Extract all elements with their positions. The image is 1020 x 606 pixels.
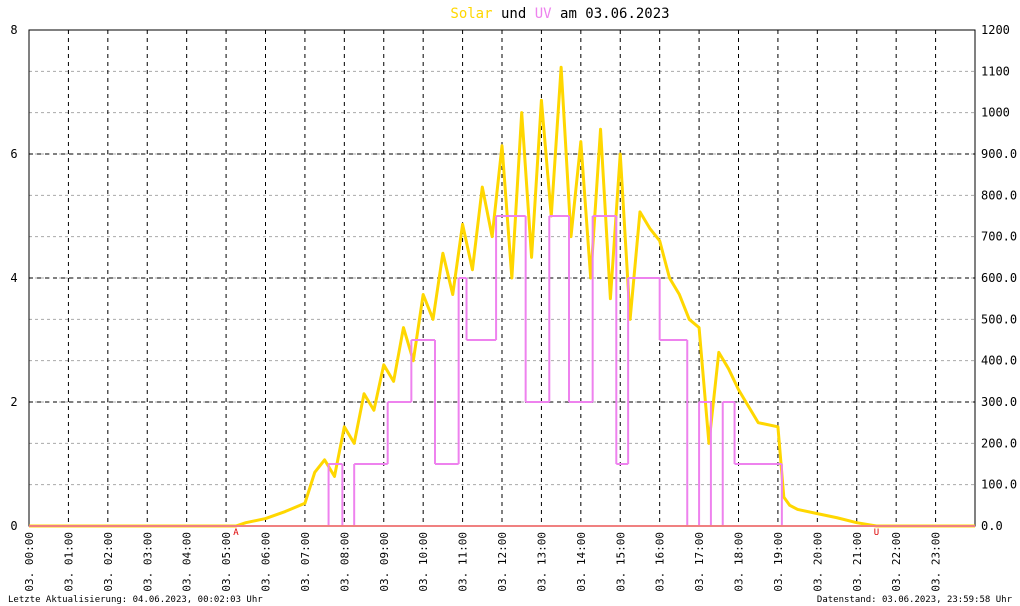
y-tick-label: 8 xyxy=(10,23,17,37)
y2-tick-label: 700.0 xyxy=(981,230,1017,244)
x-tick-label: 03. 15:00 xyxy=(614,532,627,592)
x-tick-label: 03. 18:00 xyxy=(733,532,746,592)
x-tick-label: 03. 09:00 xyxy=(378,532,391,592)
y2-tick-label: 600.0 xyxy=(981,271,1017,285)
x-tick-label: 03. 05:00 xyxy=(220,532,233,592)
x-tick-label: 03. 04:00 xyxy=(181,532,194,592)
x-tick-label: 03. 02:00 xyxy=(102,532,115,592)
y-tick-label: 2 xyxy=(10,395,17,409)
y2-tick-label: 300.0 xyxy=(981,395,1017,409)
footer-right: Datenstand: 03.06.2023, 23:59:58 Uhr xyxy=(817,595,1013,605)
x-tick-label: 03. 22:00 xyxy=(890,532,903,592)
y-tick-label: 6 xyxy=(10,147,17,161)
y2-tick-label: 900.0 xyxy=(981,147,1017,161)
chart-title: Solar und UV am 03.06.2023 xyxy=(450,6,669,22)
y2-tick-label: 500.0 xyxy=(981,312,1017,326)
x-tick-label: 03. 23:00 xyxy=(930,532,943,592)
y2-tick-label: 1200 xyxy=(981,23,1010,37)
sun-marker: U xyxy=(874,528,879,538)
title-suffix: am 03.06.2023 xyxy=(560,6,670,22)
x-tick-label: 03. 06:00 xyxy=(260,532,273,592)
title-uv: UV xyxy=(535,6,552,22)
x-tick-label: 03. 16:00 xyxy=(654,532,667,592)
x-tick-label: 03. 17:00 xyxy=(693,532,706,592)
x-tick-label: 03. 20:00 xyxy=(811,532,824,592)
y-tick-label: 4 xyxy=(10,271,17,285)
y2-tick-label: 400.0 xyxy=(981,354,1017,368)
title-join: und xyxy=(501,6,526,22)
solar-line xyxy=(29,65,975,528)
x-tick-label: 03. 19:00 xyxy=(772,532,785,592)
y2-tick-label: 100.0 xyxy=(981,478,1017,492)
y2-tick-label: 0.0 xyxy=(981,519,1003,533)
y2-tick-label: 1100 xyxy=(981,64,1010,78)
x-tick-label: 03. 00:00 xyxy=(23,532,36,592)
y2-tick-label: 1000 xyxy=(981,106,1010,120)
x-tick-label: 03. 10:00 xyxy=(417,532,430,592)
x-tick-label: 03. 21:00 xyxy=(851,532,864,592)
title-solar: Solar xyxy=(450,6,492,22)
x-tick-label: 03. 14:00 xyxy=(575,532,588,592)
footer-left: Letzte Aktualisierung: 04.06.2023, 00:02… xyxy=(8,595,263,605)
x-tick-label: 03. 07:00 xyxy=(299,532,312,592)
y2-tick-label: 200.0 xyxy=(981,436,1017,450)
y2-tick-label: 800.0 xyxy=(981,188,1017,202)
x-tick-label: 03. 01:00 xyxy=(62,532,75,592)
x-tick-label: 03. 08:00 xyxy=(338,532,351,592)
x-tick-label: 03. 13:00 xyxy=(535,532,548,592)
sun-marker: A xyxy=(233,528,239,538)
x-tick-label: 03. 12:00 xyxy=(496,532,509,592)
x-tick-label: 03. 11:00 xyxy=(457,532,470,592)
y-tick-label: 0 xyxy=(10,519,17,533)
x-tick-label: 03. 03:00 xyxy=(141,532,154,592)
